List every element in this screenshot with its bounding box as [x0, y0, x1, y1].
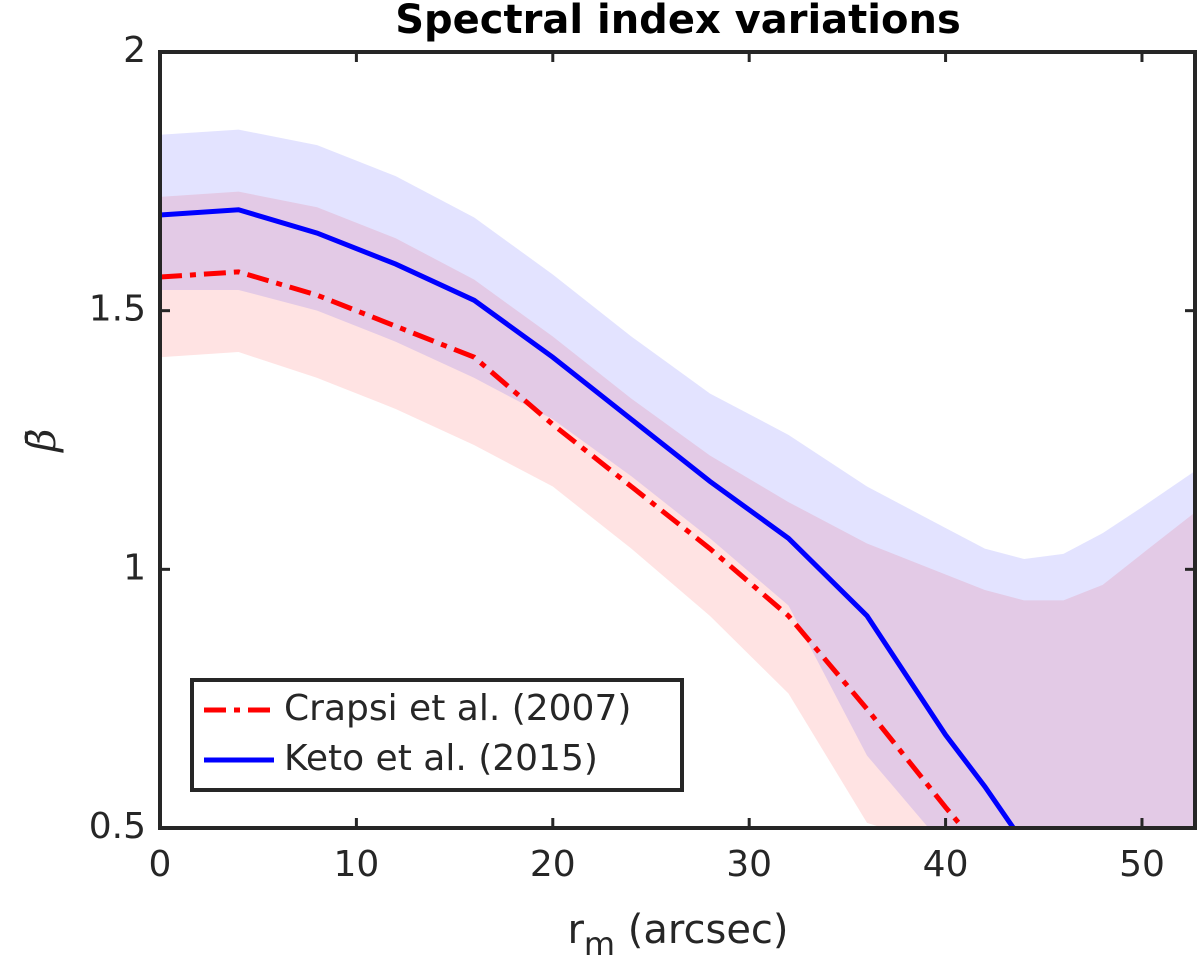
x-label-sub: m [584, 925, 615, 963]
x-label-rest: (arcsec) [615, 907, 788, 953]
legend-box [190, 678, 684, 792]
plot-frame [158, 50, 1197, 830]
series-line [160, 269, 967, 828]
series-line [160, 207, 1017, 828]
y-tick-label: 1.5 [89, 289, 146, 330]
x-label-main: r [567, 907, 584, 953]
error-band [160, 191, 1195, 828]
x-axis-label: rm (arcsec) [567, 907, 788, 963]
y-tick-label: 2 [123, 30, 146, 71]
y-axis-label: β̄ [19, 428, 65, 453]
x-tick-label: 20 [530, 844, 576, 885]
y-tick-label: 0.5 [89, 806, 146, 847]
legend-label: Keto et al. (2015) [284, 738, 598, 779]
legend-label: Crapsi et al. (2007) [284, 688, 631, 729]
x-tick-label: 50 [1119, 844, 1165, 885]
x-tick-label: 40 [923, 844, 969, 885]
x-tick-label: 10 [333, 844, 379, 885]
error-band [160, 129, 1195, 828]
y-tick-label: 1 [123, 547, 146, 588]
x-tick-label: 0 [149, 844, 172, 885]
plot-area [160, 129, 1195, 828]
chart-title: Spectral index variations [395, 0, 961, 43]
x-tick-label: 30 [726, 844, 772, 885]
